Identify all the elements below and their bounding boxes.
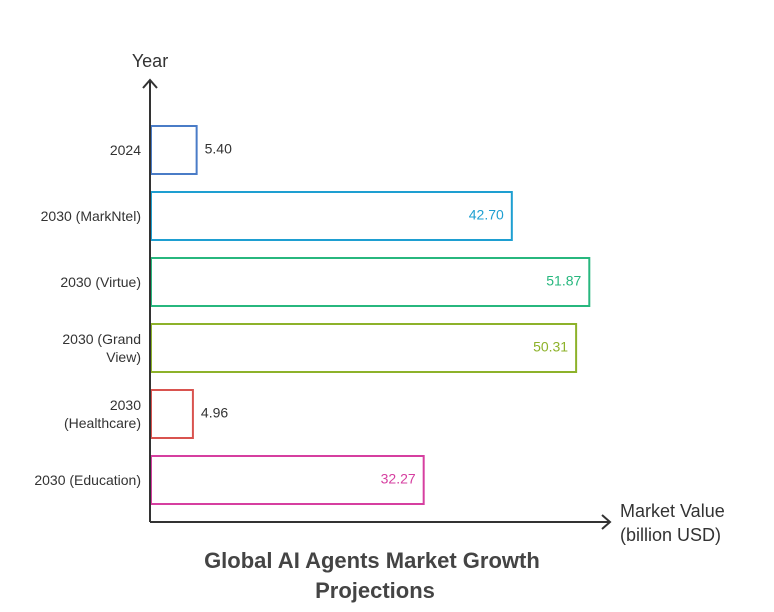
category-label-2: 2030 (Virtue) [60, 274, 141, 290]
value-label-3: 50.31 [533, 339, 568, 355]
bar-2 [150, 257, 591, 307]
value-label-5: 32.27 [381, 471, 416, 487]
category-label-1-line-0: 2030 (MarkNtel) [41, 208, 141, 224]
x-axis-title: Market Value (billion USD) [620, 501, 730, 545]
x-axis-title-line-2: (billion USD) [620, 525, 721, 545]
value-label-0: 5.40 [205, 141, 232, 157]
category-label-4-line-1: (Healthcare) [64, 415, 141, 431]
bar-0 [150, 125, 198, 175]
category-label-3: 2030 (Grand View) [62, 331, 141, 365]
category-label-0: 2024 [110, 142, 141, 158]
x-axis-title-line-1: Market Value [620, 501, 725, 521]
category-label-4: 2030 (Healthcare) [64, 397, 141, 431]
chart-title-line-1: Global AI Agents Market Growth [204, 548, 540, 573]
category-label-2-line-0: 2030 (Virtue) [60, 274, 141, 290]
x-axis-arrow [601, 514, 612, 530]
category-label-3-line-1: View) [106, 349, 141, 365]
bar-3 [150, 323, 578, 373]
category-label-5: 2030 (Education) [34, 472, 141, 488]
y-axis-arrow [142, 78, 158, 89]
value-label-2: 51.87 [546, 273, 581, 289]
category-label-4-line-0: 2030 [110, 397, 141, 413]
category-label-0-line-0: 2024 [110, 142, 141, 158]
value-label-4: 4.96 [201, 405, 228, 421]
category-labels: 2024 2030 (MarkNtel) 2030 (Virtue) 2030 (Gr… [34, 142, 141, 488]
value-label-1: 42.70 [469, 207, 504, 223]
bar-1 [150, 191, 513, 241]
value-labels: 5.40 42.70 51.87 50.31 4.96 32.27 [201, 141, 582, 487]
y-axis-title: Year [132, 51, 168, 71]
category-label-1: 2030 (MarkNtel) [41, 208, 141, 224]
chart-title: Global AI Agents Market Growth Projectio… [204, 548, 546, 603]
category-label-5-line-0: 2030 (Education) [34, 472, 141, 488]
bars-group [150, 125, 591, 505]
category-label-3-line-0: 2030 (Grand [62, 331, 141, 347]
bar-4 [150, 389, 194, 439]
chart-title-line-2: Projections [315, 578, 435, 603]
